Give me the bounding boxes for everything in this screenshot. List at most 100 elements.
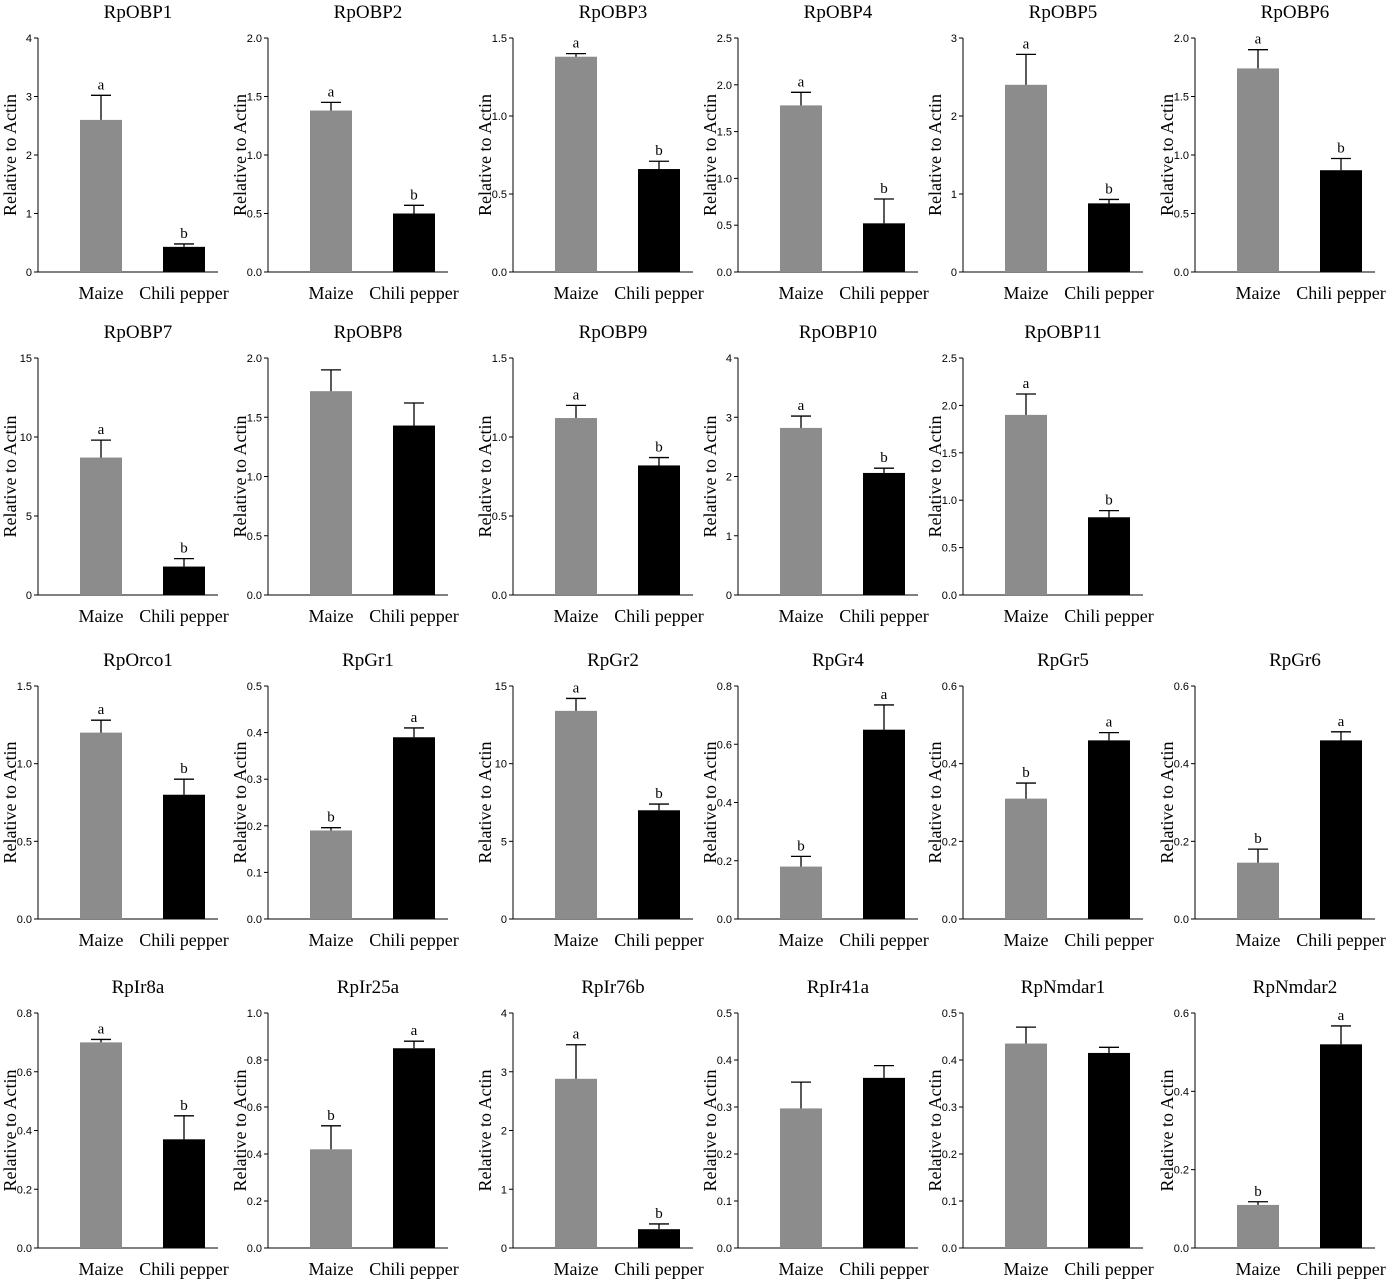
y-tick-label: 1.5 [492,33,507,45]
panel-rpobp1: RpOBP1 Relative to Actin 0 1 2 3 4 Maize a Chili … [0,2,229,303]
panel-title: RpOBP10 [799,322,877,343]
bar-maize [310,1149,352,1248]
x-category-label: Chili pepper [839,606,928,626]
bar-chili-pepper [1088,1052,1130,1248]
x-category-label: Chili pepper [1296,1259,1385,1279]
panel-rpobp4: RpOBP4 Relative to Actin 0.0 0.5 1.0 1.5 2.0 2.… [700,2,929,303]
significance-letter: a [573,1027,580,1043]
y-tick-label: 2.0 [1174,33,1189,45]
panel-title: RpIr41a [807,977,870,998]
y-tick-label: 0.8 [17,1008,32,1020]
bar-maize [780,1108,822,1248]
panel-title: RpGr5 [1037,650,1089,671]
x-category-label: Chili pepper [139,283,228,303]
significance-letter: a [411,710,418,726]
bar-maize [1237,68,1279,272]
x-category-label: Chili pepper [839,930,928,950]
significance-letter: a [1338,1008,1345,1024]
significance-letter: b [880,450,888,466]
significance-letter: b [327,810,335,826]
y-axis-label: Relative to Actin [0,742,20,864]
panel-title: RpOBP11 [1024,322,1101,343]
y-tick-label: 2 [501,1126,507,1138]
significance-letter: b [655,786,663,802]
bar-maize [1005,84,1047,272]
y-tick-label: 0.0 [942,590,957,602]
y-axis-label: Relative to Actin [1157,94,1177,216]
x-category-label: Chili pepper [614,606,703,626]
y-tick-label: 0.5 [247,209,262,221]
bar-maize [1005,1043,1047,1248]
panel-rpgr5: RpGr5 Relative to Actin 0.0 0.2 0.4 0.6 Maize b… [925,650,1154,950]
y-tick-label: 0.6 [717,739,732,751]
y-tick-label: 2.5 [942,353,957,365]
bar-chili-pepper [393,737,435,919]
y-tick-label: 0 [726,590,732,602]
y-tick-label: 0.0 [247,267,262,279]
significance-letter: b [655,143,663,159]
y-axis-label: Relative to Actin [700,94,720,216]
y-tick-label: 1.5 [17,681,32,693]
panel-rpgr6: RpGr6 Relative to Actin 0.0 0.2 0.4 0.6 Maize b… [1157,650,1386,950]
x-category-label: Chili pepper [369,930,458,950]
significance-letter: b [180,541,188,557]
panel-rpgr1: RpGr1 Relative to Actin 0.0 0.1 0.2 0.3 0.4 0.5… [230,650,459,950]
y-tick-label: 0 [501,914,507,926]
significance-letter: a [98,77,105,93]
significance-letter: a [1106,715,1113,731]
panel-title: RpIr25a [337,977,400,998]
bar-maize [310,110,352,272]
x-category-label: Maize [79,930,124,950]
panel-rpir41a: RpIr41a Relative to Actin 0.0 0.1 0.2 0.3 0.4 0… [700,977,929,1279]
significance-letter: b [180,1098,188,1114]
y-tick-label: 0 [26,267,32,279]
panel-rpir8a: RpIr8a Relative to Actin 0.0 0.2 0.4 0.6 0.8 Ma… [0,977,229,1279]
y-tick-label: 1.0 [492,111,507,123]
bar-maize [80,1042,122,1248]
significance-letter: b [655,1206,663,1222]
significance-letter: b [1022,765,1030,781]
y-axis-label: Relative to Actin [0,94,20,216]
y-tick-label: 0.4 [17,1126,32,1138]
significance-letter: a [881,687,888,703]
bar-maize [1005,414,1047,595]
y-tick-label: 1.0 [247,150,262,162]
x-category-label: Maize [554,930,599,950]
significance-letter: b [797,838,805,854]
x-category-label: Maize [1004,283,1049,303]
y-tick-label: 2 [726,472,732,484]
significance-letter: a [1338,714,1345,730]
panel-rpir25a: RpIr25a Relative to Actin 0.0 0.2 0.4 0.6 0.8 1… [230,977,459,1279]
panel-rpobp3: RpOBP3 Relative to Actin 0.0 0.5 1.0 1.5 Maize… [475,2,704,303]
y-tick-label: 0.4 [247,728,262,740]
y-tick-label: 0.4 [942,759,957,771]
y-tick-label: 0.0 [247,1243,262,1255]
x-category-label: Chili pepper [614,1259,703,1279]
x-category-label: Chili pepper [1064,930,1153,950]
x-category-label: Maize [309,283,354,303]
significance-letter: a [98,702,105,718]
panel-title: RpOBP6 [1261,2,1330,23]
bar-chili-pepper [163,246,205,272]
significance-letter: a [1023,376,1030,392]
x-category-label: Chili pepper [139,606,228,626]
y-axis-label: Relative to Actin [0,416,20,538]
y-tick-label: 0.5 [492,189,507,201]
x-category-label: Maize [79,283,124,303]
y-tick-label: 0 [26,590,32,602]
y-axis-label: Relative to Actin [925,742,945,864]
x-category-label: Maize [554,606,599,626]
significance-letter: b [1105,181,1113,197]
panel-rporco1: RpOrco1 Relative to Actin 0.0 0.5 1.0 1.5 Maiz… [0,650,229,950]
x-category-label: Chili pepper [1064,283,1153,303]
y-axis-label: Relative to Actin [700,1070,720,1192]
y-tick-label: 1.5 [247,92,262,104]
y-tick-label: 0.6 [17,1067,32,1079]
panel-rpobp9: RpOBP9 Relative to Actin 0.0 0.5 1.0 1.5 Maize… [475,322,704,626]
panel-title: RpOBP1 [104,2,173,23]
x-category-label: Maize [1004,606,1049,626]
bar-chili-pepper [163,794,205,919]
y-tick-label: 0.6 [1174,1008,1189,1020]
y-axis-label: Relative to Actin [475,742,495,864]
significance-letter: a [98,422,105,438]
